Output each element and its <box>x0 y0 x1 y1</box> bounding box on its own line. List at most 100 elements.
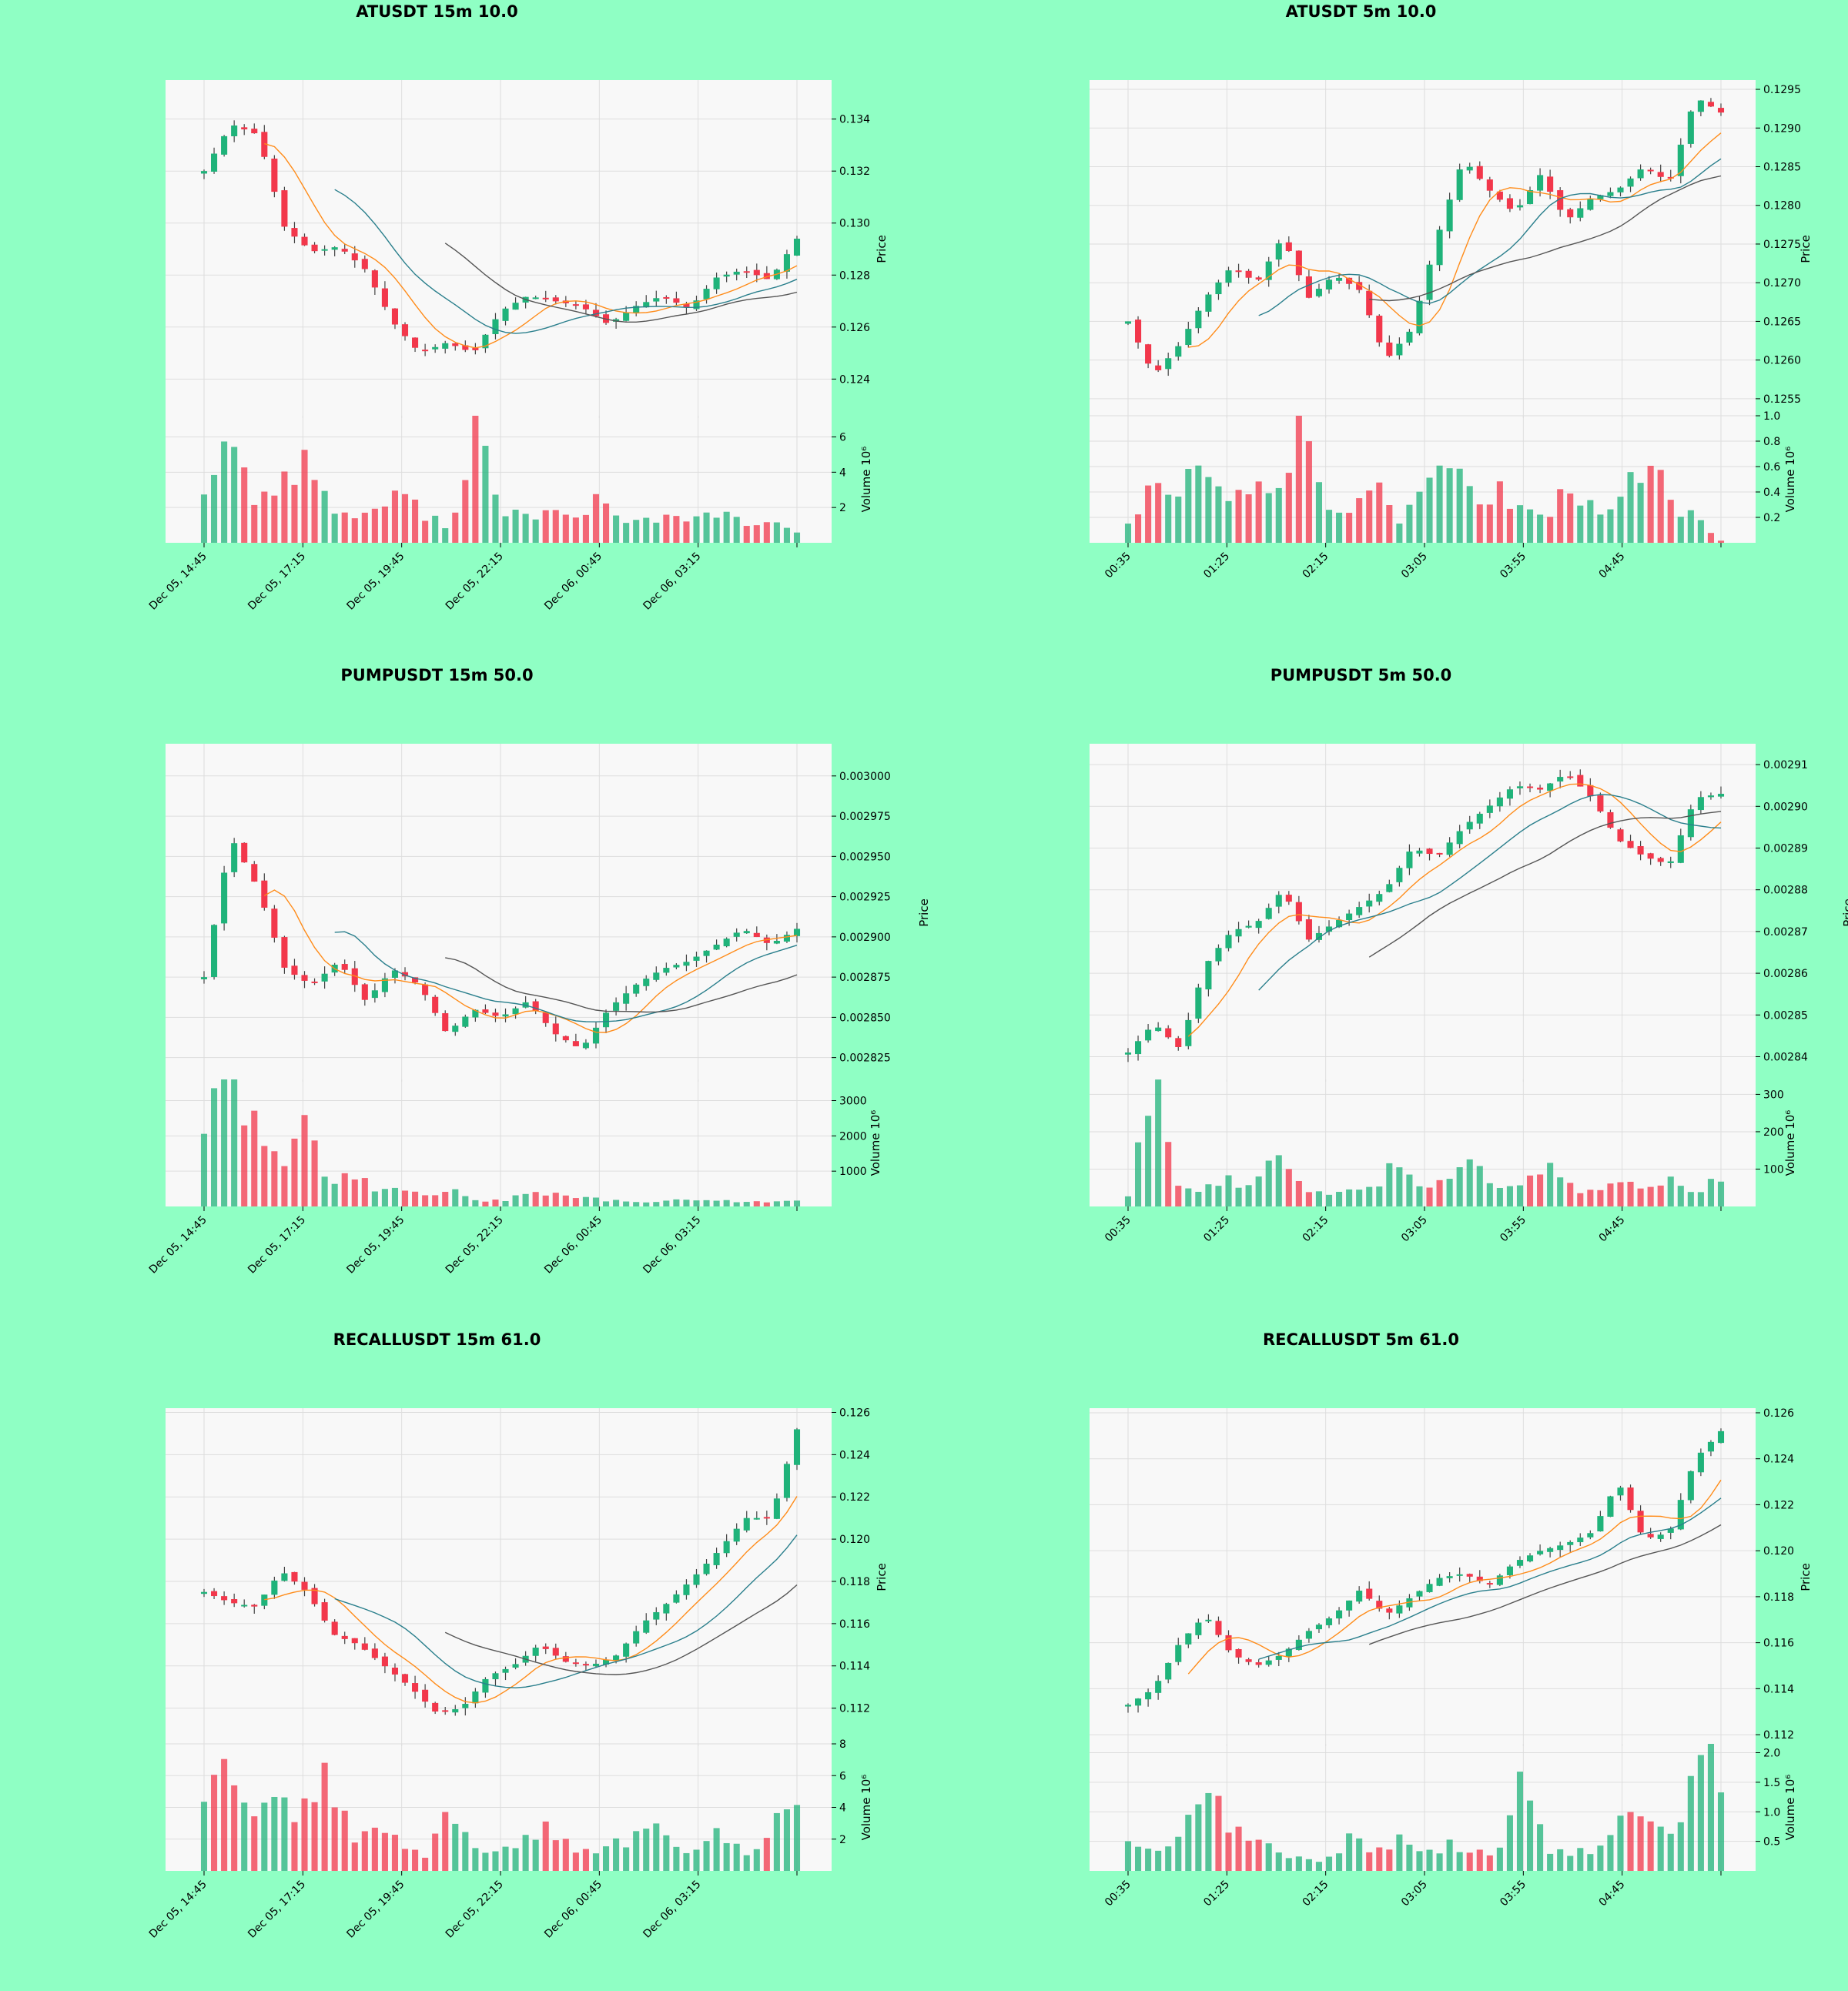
volume-bar <box>1466 1159 1473 1206</box>
candle-body <box>1305 1631 1312 1639</box>
candle-body <box>1657 172 1664 177</box>
volume-bar <box>783 1200 790 1206</box>
volume-bar <box>251 1816 258 1871</box>
candle-body <box>1295 902 1302 922</box>
volume-bar <box>1135 1142 1142 1206</box>
x-tick-label: 00:35 <box>1103 550 1133 581</box>
candle-body <box>1396 343 1403 356</box>
price-tick-label: 0.00291 <box>1763 759 1808 771</box>
volume-bar <box>1195 1191 1202 1206</box>
volume-bar <box>602 1201 610 1206</box>
volume-bar <box>743 526 750 543</box>
volume-bar <box>1245 1185 1252 1206</box>
volume-bar <box>1205 1184 1212 1206</box>
volume-bar <box>592 494 600 543</box>
candle-body <box>773 1498 780 1519</box>
volume-bar <box>1557 1177 1564 1206</box>
candle-body <box>1406 1598 1413 1608</box>
volume-bar <box>1637 483 1644 543</box>
chart-panel: RECALLUSDT 5m 61.0 0.112 0.114 0.116 0.118 0.… <box>1090 1330 1813 1909</box>
candle-body <box>1436 852 1443 855</box>
candle-body <box>1275 243 1282 260</box>
volume-bar <box>1506 1815 1513 1871</box>
volume-bar <box>422 1857 429 1871</box>
candle-body <box>733 932 740 937</box>
volume-bar <box>442 1192 449 1206</box>
volume-bar <box>793 532 801 543</box>
volume-bar <box>261 1146 268 1206</box>
volume-bar <box>602 1846 610 1871</box>
volume-bar <box>1526 1800 1534 1871</box>
x-tick-label: Dec 06, 00:45 <box>542 1879 604 1941</box>
volume-bar <box>1195 1804 1202 1871</box>
price-plot-area <box>166 1408 832 1746</box>
candle-body <box>693 1574 700 1585</box>
volume-bar <box>1627 1181 1634 1206</box>
volume-bar <box>723 511 730 543</box>
price-axis-label: Price <box>917 898 931 927</box>
candle-body <box>412 977 419 983</box>
volume-bar <box>623 523 630 543</box>
candle-body <box>412 337 419 348</box>
volume-bar <box>1426 477 1433 543</box>
volume-bar <box>1577 505 1584 543</box>
volume-bar <box>542 510 549 543</box>
candle-body <box>723 1541 730 1554</box>
candle-body <box>1215 948 1222 962</box>
candle-body <box>291 965 298 975</box>
volume-bar <box>1416 1851 1423 1871</box>
candle-body <box>1687 809 1694 838</box>
candle-body <box>1687 1471 1694 1501</box>
candle-body <box>1376 894 1383 902</box>
candle-body <box>753 932 760 938</box>
volume-bar <box>1265 1843 1272 1871</box>
candle-body <box>1697 1452 1704 1473</box>
price-tick-label: 0.1295 <box>1763 84 1801 96</box>
volume-bar <box>1265 1160 1272 1206</box>
volume-bar <box>1587 1190 1594 1206</box>
volume-bar <box>1597 1845 1604 1871</box>
price-tick-label: 0.120 <box>1763 1545 1794 1558</box>
candle-body <box>1617 187 1624 192</box>
volume-bar <box>1697 520 1704 543</box>
volume-bar <box>1617 497 1624 543</box>
candle-body <box>221 136 228 155</box>
chart-title: PUMPUSDT 15m 50.0 <box>340 666 533 684</box>
volume-bar <box>241 467 248 543</box>
candle-body <box>1305 276 1312 298</box>
candle-body <box>251 864 258 882</box>
candle-body <box>1506 789 1513 799</box>
candle-body <box>653 1611 660 1620</box>
candle-body <box>1165 1028 1172 1038</box>
candle-body <box>663 296 670 299</box>
candle-body <box>492 1673 499 1680</box>
candle-body <box>1526 786 1534 788</box>
moving-average-line <box>444 243 798 323</box>
volume-bar <box>1466 1852 1473 1871</box>
volume-bar <box>1466 486 1473 543</box>
volume-bar <box>562 1839 569 1871</box>
candle-body <box>271 908 278 938</box>
candle-body <box>1426 264 1433 300</box>
candle-body <box>1547 1548 1554 1552</box>
volume-bar <box>231 1785 238 1871</box>
price-tick-label: 0.118 <box>1763 1591 1794 1604</box>
candle-body <box>1205 294 1212 312</box>
price-tick-label: 0.00288 <box>1763 885 1808 897</box>
candle-body <box>1416 1591 1423 1597</box>
volume-bar <box>1526 509 1534 543</box>
volume-bar <box>1325 1194 1333 1206</box>
moving-average-line <box>1368 811 1722 958</box>
candle-body <box>371 270 378 288</box>
candle-body <box>643 302 650 308</box>
volume-bar <box>241 1802 248 1871</box>
x-tick-label: 04:45 <box>1597 1214 1628 1245</box>
volume-bar <box>502 1846 509 1871</box>
candle-body <box>602 1659 610 1665</box>
candle-body <box>532 1001 539 1012</box>
volume-bar <box>231 447 238 543</box>
price-tick-label: 0.1285 <box>1763 162 1801 174</box>
candle-body <box>1707 1441 1714 1452</box>
volume-bar <box>1325 510 1333 543</box>
